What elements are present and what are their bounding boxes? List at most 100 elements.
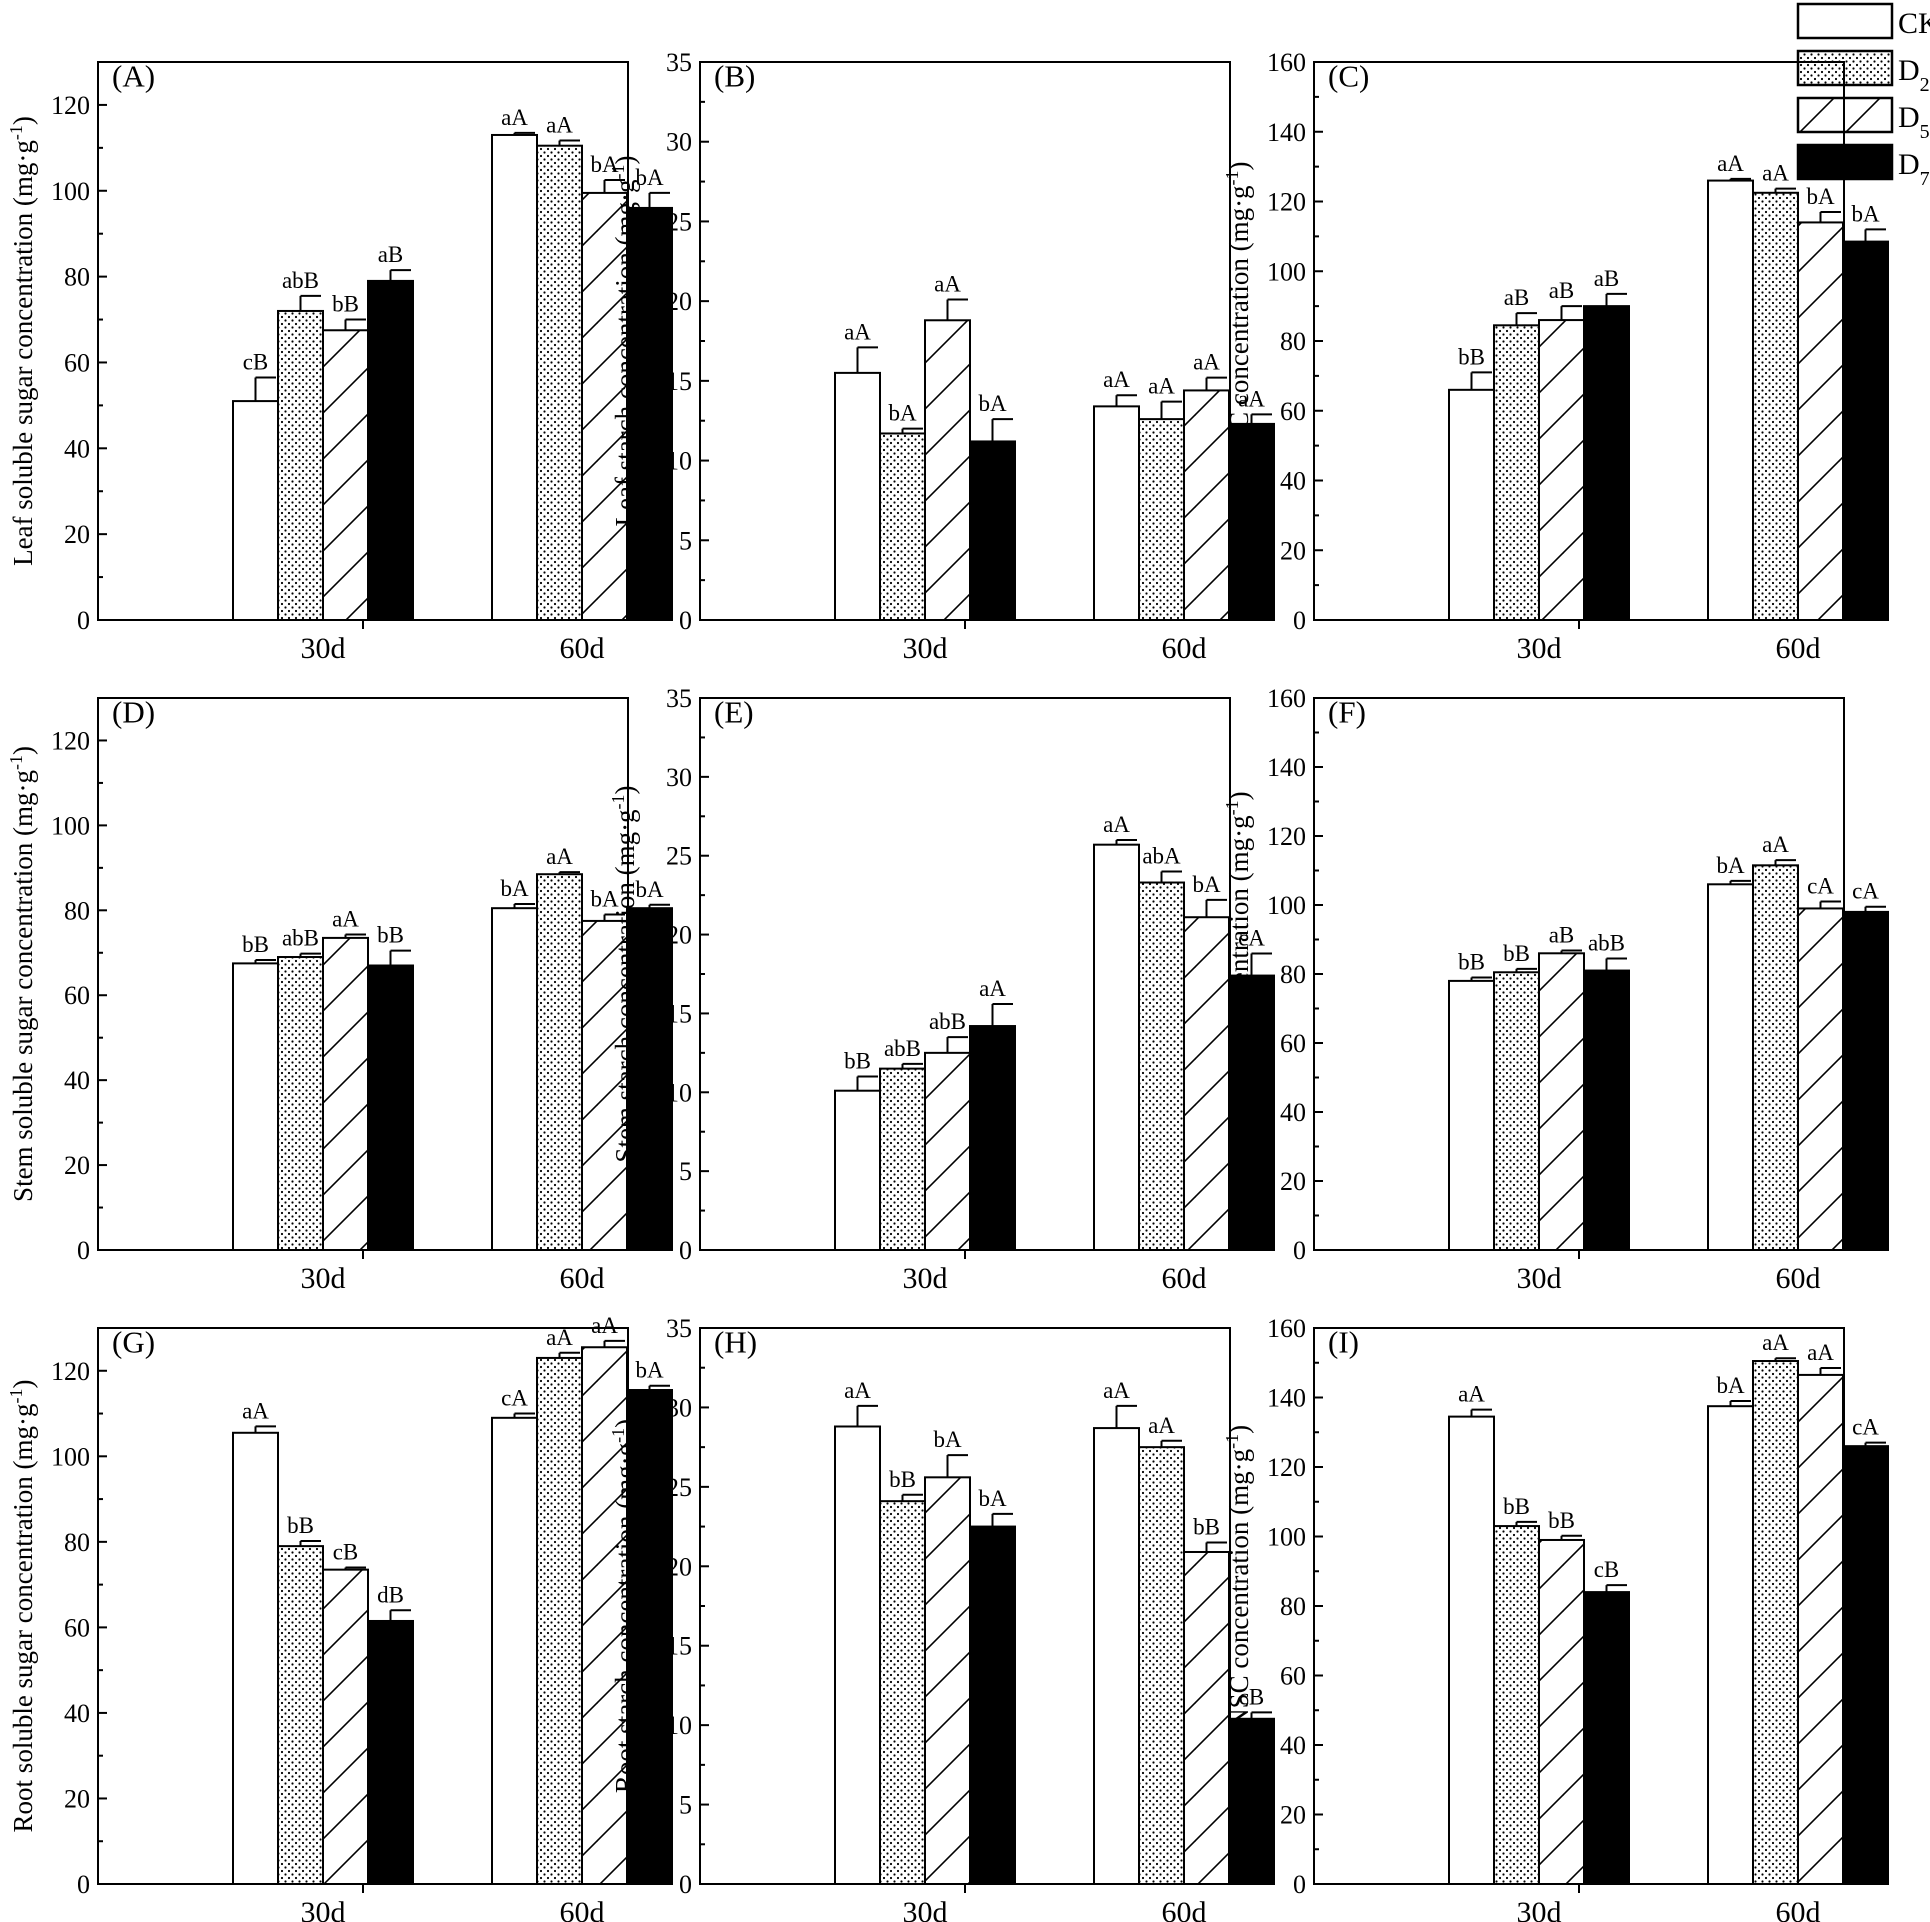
significance-label: aB	[1549, 923, 1575, 948]
y-tick-label: 120	[51, 1357, 90, 1386]
y-tick-label: 0	[1293, 606, 1306, 635]
bar-ck-60d	[1093, 1427, 1140, 1885]
bar-d75-30d	[1583, 305, 1630, 621]
bar-d75-30d	[367, 1619, 414, 1885]
y-tick-label: 15	[666, 1632, 692, 1661]
bar-d25-60d	[1138, 881, 1185, 1251]
bar-d50-60d	[1797, 1373, 1844, 1885]
bar-d50-60d	[581, 919, 628, 1252]
y-tick-label: 35	[666, 48, 692, 77]
significance-label: bA	[888, 401, 917, 426]
significance-label: aA	[1103, 1378, 1130, 1403]
y-tick-label: 120	[1267, 188, 1306, 217]
significance-label: aA	[844, 1378, 871, 1403]
significance-label: aB	[1594, 266, 1620, 291]
significance-label: bA	[1851, 201, 1880, 226]
bar-d75-60d	[1842, 910, 1889, 1252]
bar-d75-60d	[1842, 240, 1889, 621]
panel-title: (B)	[714, 58, 755, 93]
x-category-label: 30d	[301, 1896, 346, 1922]
significance-label: bB	[287, 1513, 314, 1538]
y-tick-label: 15	[666, 999, 692, 1028]
legend-swatch-ck	[1796, 2, 1894, 40]
bar-d25-30d	[879, 432, 926, 621]
y-tick-label: 100	[51, 177, 90, 206]
y-tick-label: 160	[1267, 48, 1306, 77]
bar-d25-60d	[1138, 418, 1185, 621]
y-tick-label: 140	[1267, 753, 1306, 782]
significance-label: abB	[884, 1036, 921, 1061]
significance-label: aA	[501, 105, 528, 130]
significance-label: aA	[242, 1398, 269, 1423]
y-tick-label: 20	[1280, 1801, 1306, 1830]
x-category-label: 60d	[1776, 1262, 1821, 1295]
significance-label: cB	[333, 1540, 359, 1565]
significance-label: aA	[1103, 367, 1130, 392]
significance-label: aA	[1458, 1382, 1485, 1407]
legend-label-ck: CK	[1898, 7, 1930, 40]
significance-label: aA	[546, 844, 573, 869]
significance-label: bA	[635, 877, 664, 902]
y-tick-label: 0	[1293, 1236, 1306, 1265]
y-tick-label: 25	[666, 842, 692, 871]
bar-d25-60d	[536, 1356, 583, 1885]
bar-ck-60d	[491, 133, 538, 621]
bar-d25-60d	[1138, 1446, 1185, 1885]
bar-d50-30d	[322, 936, 369, 1252]
y-tick-label: 0	[77, 1870, 90, 1899]
panel-d: 0 20 40 60 80 100 120 30d 60d bB bA abB aA aA bA bB bA (D…	[6, 694, 673, 1295]
panel-i: 0 20 40 60 80 100 120 140 160 30d 60d aA bA bB aA bB aA c…	[1222, 1314, 1889, 1922]
unit-exponent: -1	[608, 164, 628, 179]
significance-label: aA	[591, 1313, 618, 1338]
y-tick-label: 20	[666, 287, 692, 316]
significance-label: bB	[1503, 1494, 1530, 1519]
y-tick-label: 20	[64, 520, 90, 549]
significance-label: bA	[590, 152, 619, 177]
bar-d50-60d	[1183, 1550, 1230, 1885]
x-category-label: 30d	[301, 632, 346, 665]
y-tick-label: 20	[1280, 536, 1306, 565]
x-category-label: 60d	[560, 1896, 605, 1922]
y-axis-label: Root starch concentration (mg·g-1)	[608, 1419, 640, 1793]
legend-label-d50: D50	[1898, 101, 1930, 143]
y-tick-label: 80	[64, 896, 90, 925]
panel-title: (D)	[112, 694, 155, 729]
y-tick-label: 5	[679, 1157, 692, 1186]
y-tick-label: 20	[1280, 1167, 1306, 1196]
significance-label: bA	[500, 876, 529, 901]
unit-exponent: -1	[608, 1428, 628, 1443]
significance-label: bB	[889, 1467, 916, 1492]
x-category-label: 30d	[903, 632, 948, 665]
significance-label: aA	[546, 113, 573, 138]
y-tick-label: 10	[666, 1078, 692, 1107]
x-category-label: 30d	[1517, 1896, 1562, 1922]
y-tick-label: 100	[51, 811, 90, 840]
significance-label: aA	[546, 1325, 573, 1350]
bar-d50-30d	[924, 1476, 971, 1885]
y-axis-label: Stem NSC concentration (mg·g-1)	[1222, 791, 1254, 1156]
bar-d75-30d	[1583, 1591, 1630, 1885]
y-tick-label: 10	[666, 447, 692, 476]
significance-label: abB	[929, 1009, 966, 1034]
y-tick-label: 80	[64, 263, 90, 292]
panel-title: (A)	[112, 58, 155, 93]
panel-a: 0 20 40 60 80 100 120 30d 60d cB aA abB aA bB bA aB bA (A…	[6, 58, 673, 665]
legend-swatch-d50	[1796, 96, 1894, 134]
bar-d50-30d	[1538, 319, 1585, 621]
legend-swatch-d75	[1796, 143, 1894, 181]
y-tick-label: 60	[64, 1613, 90, 1642]
bar-d50-60d	[1797, 907, 1844, 1251]
significance-label: bA	[1192, 872, 1221, 897]
y-tick-label: 20	[666, 921, 692, 950]
y-tick-label: 35	[666, 1314, 692, 1343]
y-tick-label: 5	[679, 526, 692, 555]
bar-d75-60d	[1842, 1445, 1889, 1886]
significance-label: bA	[1716, 853, 1745, 878]
unit-exponent: -1	[6, 755, 26, 770]
bar-d25-30d	[1493, 324, 1540, 621]
bar-ck-60d	[491, 1416, 538, 1886]
legend-subscript: 25	[1920, 74, 1930, 96]
significance-label: bA	[635, 1358, 664, 1383]
bar-d50-30d	[924, 1051, 971, 1252]
